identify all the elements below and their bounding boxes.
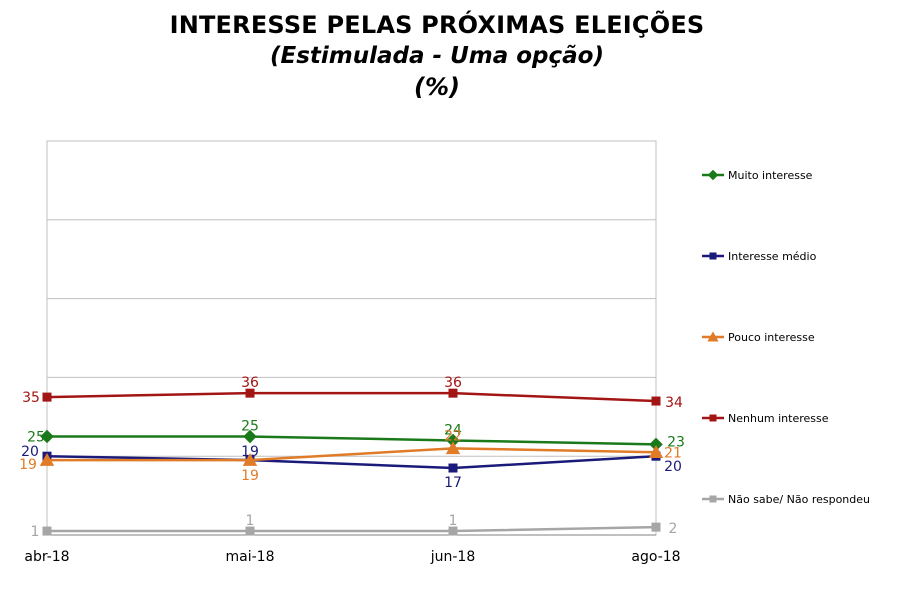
interesse-medio-line bbox=[46, 454, 657, 470]
muito-interesse-data-label: 24 bbox=[444, 422, 462, 438]
nenhum-interesse-data-label: 36 bbox=[241, 375, 259, 391]
chart-title: INTERESSE PELAS PRÓXIMAS ELEIÇÕES bbox=[169, 11, 705, 39]
legend-marker-muito-interesse bbox=[707, 169, 719, 181]
chart-subtitle: (Estimulada - Uma opção) bbox=[270, 43, 604, 69]
muito-interesse-line bbox=[47, 435, 657, 446]
nao-sabe-nao-respondeu-data-label: 1 bbox=[31, 524, 40, 540]
legend-marker-pouco-interesse bbox=[707, 331, 719, 342]
nenhum-interesse-point bbox=[448, 388, 458, 398]
legend-label-muito-interesse: Muito interesse bbox=[728, 169, 813, 182]
legend-marker-nenhum-interesse bbox=[709, 414, 717, 422]
interesse-medio-data-label: 17 bbox=[444, 475, 462, 491]
pouco-interesse-point bbox=[445, 441, 461, 455]
nenhum-interesse-line bbox=[46, 391, 657, 403]
muito-interesse-point bbox=[649, 437, 663, 452]
x-tick-label: ago-18 bbox=[631, 549, 680, 565]
chart-title-block: INTERESSE PELAS PRÓXIMAS ELEIÇÕES (Estim… bbox=[0, 10, 874, 103]
muito-interesse-data-label: 25 bbox=[27, 430, 45, 446]
nao-sabe-nao-respondeu-point bbox=[651, 522, 661, 532]
pouco-interesse-data-label: 22 bbox=[444, 428, 462, 444]
nao-sabe-nao-respondeu-data-label: 2 bbox=[669, 521, 678, 537]
x-tick-label: jun-18 bbox=[430, 549, 476, 565]
nenhum-interesse-data-label: 36 bbox=[444, 375, 462, 391]
nao-sabe-nao-respondeu-point bbox=[448, 526, 458, 536]
legend-label-nenhum-interesse: Nenhum interesse bbox=[728, 412, 829, 425]
muito-interesse-data-label: 25 bbox=[241, 419, 259, 435]
pouco-interesse-point bbox=[242, 452, 258, 466]
interesse-medio-data-label: 19 bbox=[241, 444, 259, 460]
legend-label-nao-sabe-nao-respondeu: Não sabe/ Não respondeu bbox=[728, 493, 870, 506]
nao-sabe-nao-respondeu-data-label: 1 bbox=[449, 513, 458, 529]
nenhum-interesse-data-label: 35 bbox=[22, 390, 40, 406]
legend-label-interesse-medio: Interesse médio bbox=[728, 250, 817, 263]
x-tick-label: abr-18 bbox=[24, 549, 69, 565]
chart-unit: (%) bbox=[414, 73, 460, 101]
muito-interesse-point bbox=[40, 429, 54, 444]
pouco-interesse-line bbox=[47, 447, 657, 462]
pouco-interesse-data-label: 19 bbox=[241, 468, 259, 484]
legend-marker-interesse-medio bbox=[709, 252, 717, 260]
nenhum-interesse-point bbox=[651, 396, 661, 406]
legend-marker-nao-sabe-nao-respondeu bbox=[709, 495, 717, 503]
nenhum-interesse-data-label: 34 bbox=[665, 395, 683, 411]
muito-interesse-data-label: 23 bbox=[667, 434, 685, 450]
pouco-interesse-point bbox=[39, 452, 55, 466]
nao-sabe-nao-respondeu-point bbox=[42, 526, 52, 536]
interesse-medio-data-label: 20 bbox=[664, 459, 682, 475]
nenhum-interesse-point bbox=[42, 392, 52, 402]
pouco-interesse-point bbox=[648, 445, 664, 459]
muito-interesse-point bbox=[243, 429, 257, 444]
pouco-interesse-data-label: 19 bbox=[19, 457, 37, 473]
muito-interesse-point bbox=[446, 433, 460, 448]
interesse-medio-data-label: 20 bbox=[21, 444, 39, 460]
nenhum-interesse-point bbox=[245, 388, 255, 398]
nao-sabe-nao-respondeu-data-label: 1 bbox=[246, 513, 255, 529]
legend-label-pouco-interesse: Pouco interesse bbox=[728, 331, 815, 344]
nao-sabe-nao-respondeu-line bbox=[47, 525, 657, 533]
x-tick-label: mai-18 bbox=[226, 549, 275, 565]
interesse-medio-point bbox=[448, 463, 458, 473]
nao-sabe-nao-respondeu-point bbox=[245, 526, 255, 536]
plot-area bbox=[46, 140, 657, 536]
pouco-interesse-data-label: 21 bbox=[664, 445, 682, 461]
